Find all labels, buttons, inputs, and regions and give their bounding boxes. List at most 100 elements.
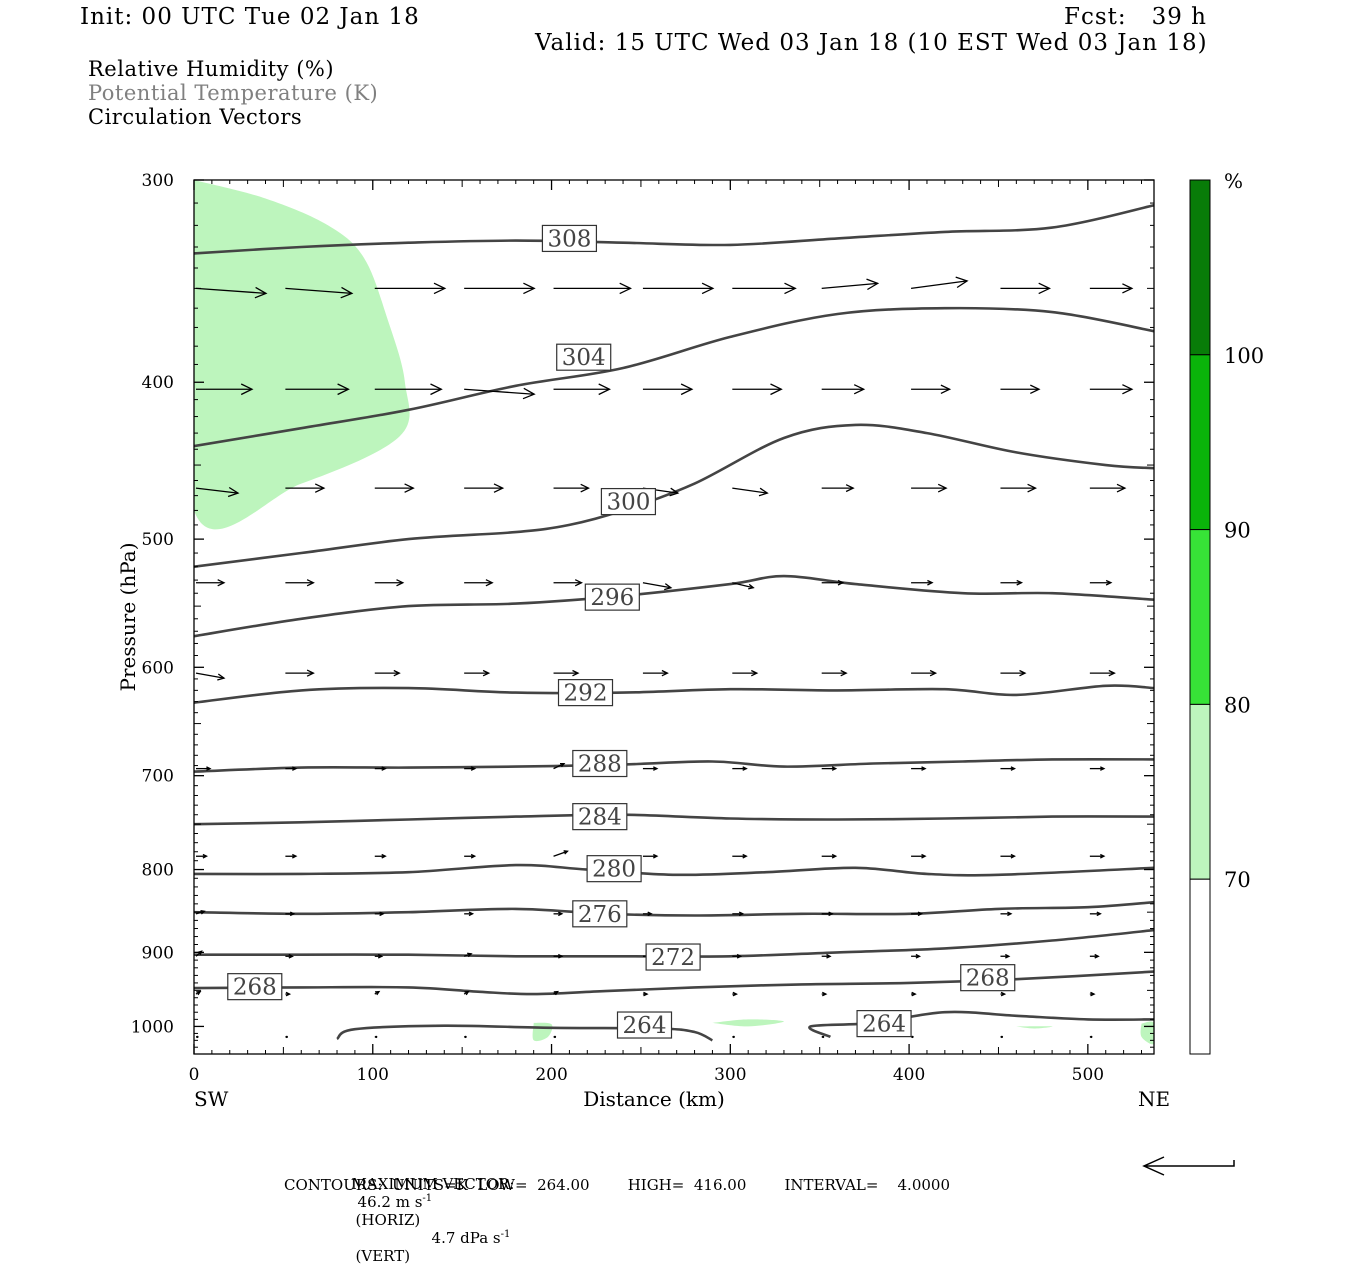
- vector-head: [661, 669, 669, 677]
- y-tick-label: 800: [142, 861, 174, 881]
- theta-label: 288: [578, 752, 622, 778]
- theta-label: 276: [578, 902, 622, 928]
- axes: 300 400 500 600 700 800 900 1000 0 100 200 300 400 50…: [116, 171, 1170, 1111]
- vector-head: [758, 487, 769, 497]
- horizontal-max-value: 46.2 m s: [357, 1193, 423, 1211]
- vector-head: [653, 766, 659, 771]
- colorbar-level-label: 70: [1224, 868, 1251, 892]
- theta-label-box: [960, 964, 1016, 992]
- vector-head: [553, 1035, 557, 1039]
- theta-contour-276: [194, 900, 1154, 917]
- vector-head: [254, 286, 268, 299]
- vector-shaft: [642, 582, 672, 589]
- vector-shaft: [195, 487, 239, 494]
- contours-caption: CONTOURS: UNITS=K LOW= 264.00 HIGH= 416.…: [284, 1176, 950, 1194]
- vector-head: [1000, 991, 1007, 997]
- vertical-max-value: 4.7 dPa s: [431, 1229, 501, 1247]
- colorbar-level-label: 90: [1224, 519, 1251, 543]
- vector-shaft: [285, 287, 352, 295]
- vector-head: [828, 911, 834, 917]
- theta-label-box: [856, 1010, 912, 1038]
- vector-head: [742, 766, 748, 771]
- theta-label-box: [586, 855, 642, 883]
- colorbar-unit: %: [1224, 169, 1243, 193]
- legend-potential-temperature: Potential Temperature (K): [88, 81, 379, 105]
- vector-head: [619, 282, 632, 295]
- theta-contour-280: [194, 863, 1154, 877]
- vector-head: [831, 766, 838, 771]
- theta-contour-296: [194, 574, 1154, 638]
- vector-head: [915, 953, 921, 959]
- theta-label: 272: [651, 945, 695, 971]
- colorbar-segment: [1189, 179, 1211, 356]
- vector-head: [917, 911, 924, 917]
- rh-shading: [194, 180, 1154, 1045]
- x-tick-label: 200: [535, 1065, 567, 1085]
- x-tick-label: 0: [189, 1065, 200, 1085]
- vector-head: [482, 669, 491, 677]
- vector-head: [374, 990, 381, 996]
- vector-head: [1105, 579, 1113, 586]
- vector-head: [1090, 1035, 1093, 1039]
- theta-label-box: [616, 1011, 673, 1039]
- vector-head: [404, 483, 415, 493]
- vector-head: [217, 673, 226, 681]
- vector-head: [523, 282, 536, 295]
- vector-head: [396, 579, 405, 587]
- y-tick-label: 500: [142, 530, 174, 550]
- x-tick-label: 400: [893, 1065, 925, 1085]
- vector-head: [206, 766, 212, 771]
- max-vector-label: MAXIMUM VECTOR:: [351, 1175, 515, 1193]
- vector-head: [911, 1035, 914, 1039]
- vector-head: [470, 853, 477, 859]
- theta-label-box: [572, 749, 628, 778]
- theta-contour-264: [808, 1010, 1154, 1039]
- colorbar: 100 90 80 70%: [1189, 169, 1264, 1055]
- vector-head: [955, 276, 969, 289]
- y-tick-label: 900: [142, 943, 174, 963]
- theta-label-box: [645, 943, 701, 971]
- theta-contour-304: [194, 306, 1154, 448]
- colorbar-segment: [1189, 354, 1211, 531]
- vector-head: [1096, 911, 1102, 917]
- vector-head: [563, 850, 569, 855]
- vector-head: [1122, 283, 1134, 294]
- vector-head: [940, 384, 952, 394]
- theta-label: 300: [606, 490, 650, 516]
- vector-head: [306, 669, 315, 677]
- vector-head: [853, 384, 866, 395]
- y-tick-label: 1000: [131, 1017, 174, 1037]
- vector-head: [598, 383, 611, 396]
- rh-region: [1140, 1021, 1154, 1045]
- vector-head: [751, 669, 759, 677]
- x-axis-title: Distance (km): [583, 1087, 725, 1111]
- vector-head: [822, 991, 828, 997]
- vector-head: [240, 383, 254, 396]
- vector-head: [292, 766, 298, 771]
- vector-head: [374, 1035, 378, 1039]
- vector-head: [840, 669, 848, 677]
- vector-head: [337, 383, 350, 396]
- theta-label-box: [584, 583, 640, 611]
- theta-label-box: [227, 973, 283, 1001]
- theta-label: 308: [547, 226, 591, 252]
- vector-head: [1027, 483, 1037, 493]
- vector-shaft: [910, 280, 968, 290]
- vector-head: [937, 483, 948, 493]
- theta-contour-284: [194, 813, 1154, 826]
- vector-head: [653, 853, 659, 859]
- y-axis-title: Pressure (hPa): [116, 543, 140, 692]
- colorbar-segment: [1189, 703, 1211, 880]
- vector-head: [643, 991, 649, 997]
- vector-head: [1007, 911, 1013, 917]
- rh-region: [194, 180, 410, 530]
- vector-head: [340, 286, 354, 299]
- y-tick-label: 400: [142, 373, 174, 393]
- vector-head: [289, 911, 296, 917]
- vector-head: [196, 990, 202, 996]
- vector-head: [1108, 669, 1116, 677]
- vertical-unit-exponent: -1: [500, 1229, 511, 1240]
- vertical-label: (VERT): [355, 1247, 411, 1265]
- valid-time: Valid: 15 UTC Wed 03 Jan 18 (10 EST Wed …: [535, 30, 1208, 56]
- vector-head: [470, 766, 477, 771]
